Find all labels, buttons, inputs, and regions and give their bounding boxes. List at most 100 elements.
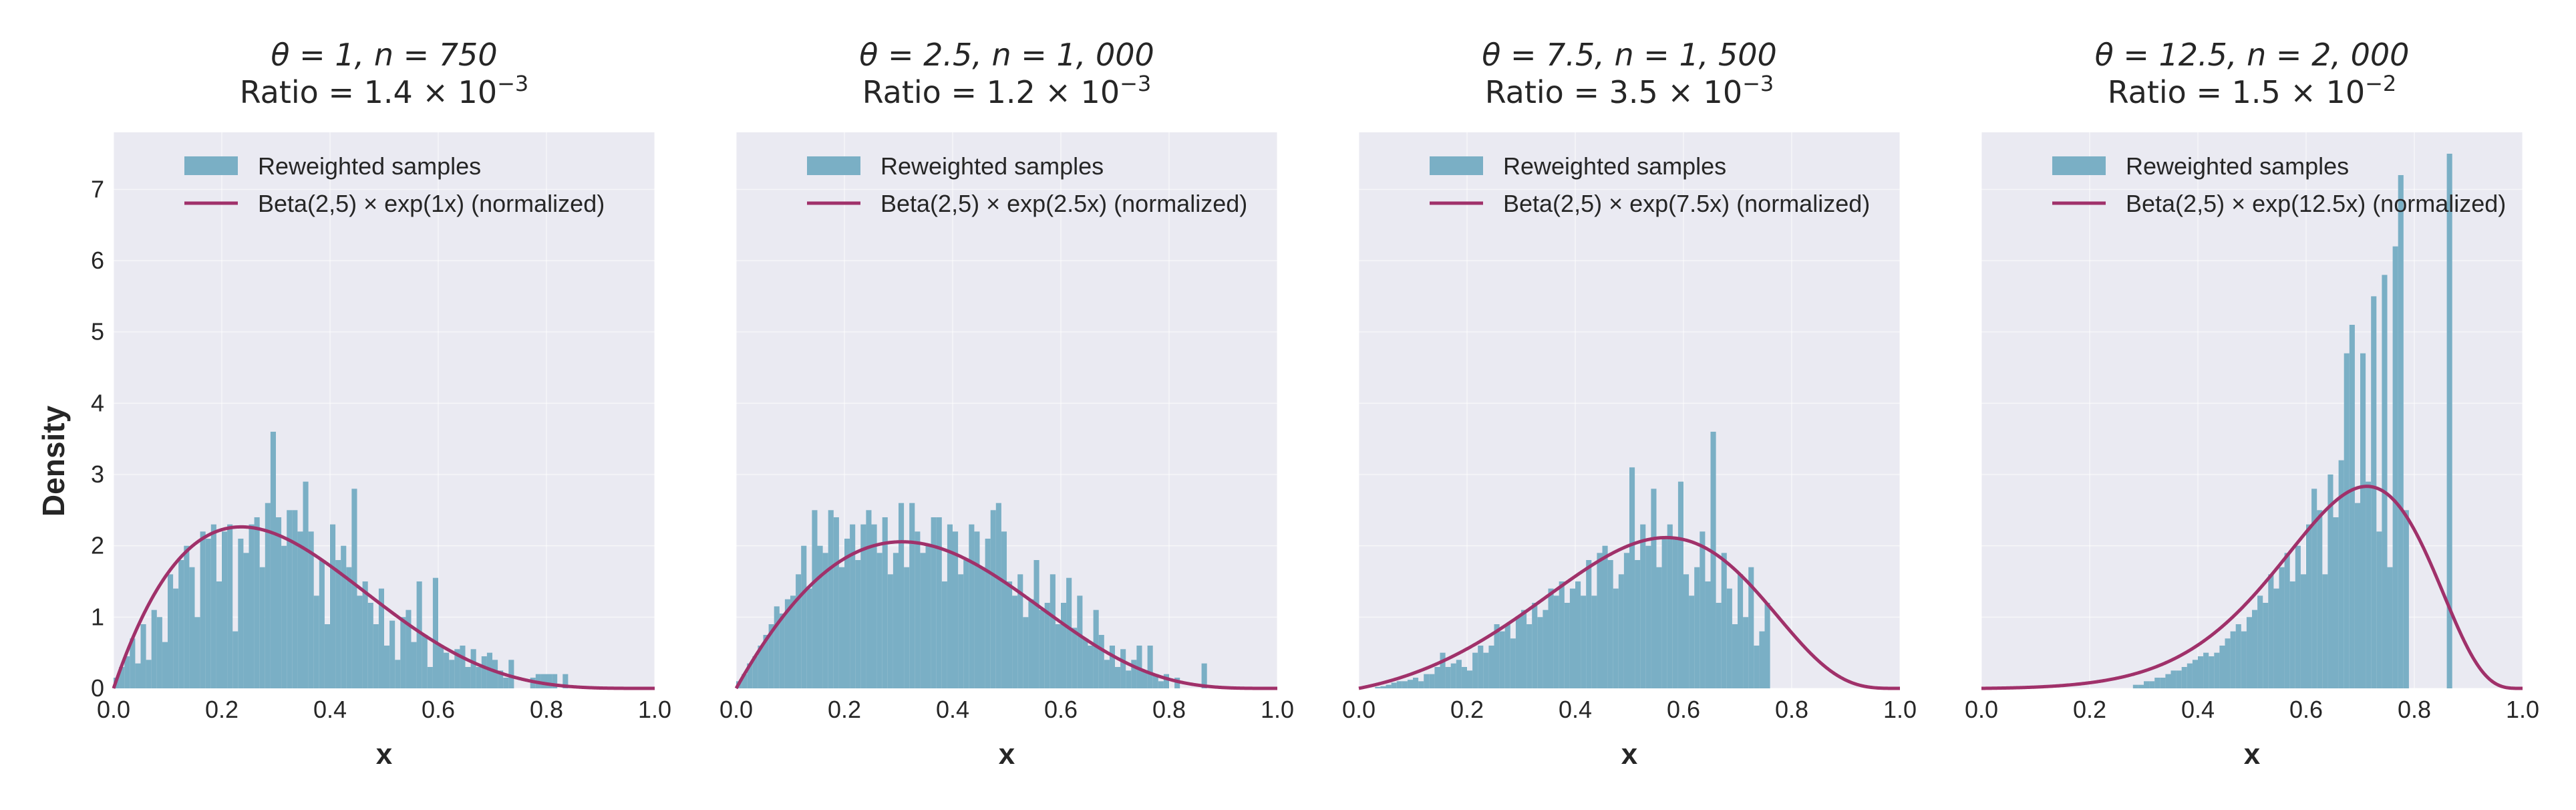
histogram-bar <box>1488 646 1494 688</box>
histogram-bar <box>1553 595 1559 688</box>
histogram-bar <box>1700 531 1706 688</box>
panel-1-title-line1: θ = 1, n = 750 <box>271 37 497 73</box>
histogram-bar <box>953 531 959 688</box>
panel-3-x-tick-label-4: 0.8 <box>1775 696 1808 723</box>
histogram-bar <box>313 595 319 688</box>
histogram-bar <box>1581 595 1587 688</box>
histogram-bar <box>1613 588 1619 688</box>
histogram-bar <box>1705 581 1711 688</box>
histogram-bar <box>1515 617 1521 688</box>
histogram-bar <box>947 524 953 688</box>
histogram-bar <box>168 574 174 688</box>
histogram-bar <box>389 620 395 688</box>
histogram-bar <box>2230 631 2236 688</box>
histogram-bar <box>2392 246 2398 689</box>
panel-2-legend: Reweighted samples Beta(2,5) × exp(2.5x)… <box>807 152 1247 217</box>
histogram-bar <box>1651 489 1657 688</box>
panel-4-x-tick-label-5: 1.0 <box>2506 696 2539 723</box>
histogram-bar <box>2279 567 2285 688</box>
histogram-bar <box>812 510 818 688</box>
panel-1-y-tick-label-7: 7 <box>91 175 104 202</box>
histogram-bar <box>752 656 758 688</box>
panel-1-y-ticks: 0 1 2 3 4 5 6 7 <box>91 175 104 702</box>
histogram-bar <box>2132 684 2138 688</box>
histogram-bar <box>1504 624 1510 688</box>
histogram-bar <box>1088 646 1094 688</box>
histogram-bar <box>2257 595 2263 688</box>
histogram-bar <box>249 524 255 688</box>
histogram-bar <box>1732 624 1738 688</box>
histogram-bar <box>416 581 422 688</box>
panel-2-x-tick-label-1: 0.2 <box>828 696 861 723</box>
panel-3-x-axis-label: x <box>1621 738 1638 771</box>
histogram-bar <box>871 524 877 688</box>
panel-4-x-axis-label: x <box>2244 738 2261 771</box>
histogram-bar <box>758 646 764 688</box>
histogram-bar <box>1391 682 1397 688</box>
panel-4-x-tick-label-1: 0.2 <box>2073 696 2106 723</box>
histogram-bar <box>1672 539 1678 688</box>
histogram-bar <box>297 531 303 688</box>
panel-4-title-line2: Ratio = 1.5 × 10−2 <box>2108 71 2397 110</box>
panel-4-legend-bars-label: Reweighted samples <box>2126 152 2349 180</box>
histogram-bar <box>979 567 985 688</box>
panel-3-legend-line-label: Beta(2,5) × exp(7.5x) (normalized) <box>1503 190 1870 217</box>
histogram-bar <box>915 531 921 688</box>
histogram-bar <box>287 510 293 688</box>
histogram-bar <box>1748 567 1754 688</box>
histogram-bar <box>406 610 412 688</box>
panel-1-legend-line-label: Beta(2,5) × exp(1x) (normalized) <box>258 190 605 217</box>
histogram-bar <box>1645 545 1651 688</box>
histogram-bar <box>546 674 552 688</box>
histogram-bar <box>460 646 466 688</box>
histogram-bar <box>1434 667 1440 688</box>
histogram-bar <box>1001 531 1007 688</box>
histogram-bar <box>552 674 558 688</box>
histogram-bar <box>2273 588 2279 688</box>
histogram-bar <box>1564 603 1570 688</box>
histogram-bar <box>1396 681 1402 688</box>
histogram-bar <box>1483 652 1489 688</box>
histogram-bar <box>1726 588 1732 688</box>
histogram-bar <box>238 539 244 688</box>
histogram-bar <box>119 667 125 688</box>
histogram-bar <box>346 567 352 688</box>
panel-4: 0.0 0.2 0.4 0.6 0.8 1.0 θ = 12.5, n = 2, 000 … <box>1965 37 2539 771</box>
panel-1-title-ratio: Ratio = 1.4 × 10 <box>240 74 497 110</box>
histogram-bar <box>2289 581 2295 688</box>
histogram-bar <box>838 567 844 688</box>
histogram-bar <box>1532 603 1538 688</box>
panel-3-x-ticks: 0.0 0.2 0.4 0.6 0.8 1.0 <box>1342 696 1917 723</box>
histogram-bar <box>1023 617 1029 688</box>
histogram-bar <box>1147 646 1153 688</box>
histogram-bar <box>1201 663 1207 688</box>
histogram-bar <box>335 560 341 688</box>
histogram-bar <box>2387 567 2393 688</box>
histogram-bar <box>1104 660 1110 688</box>
histogram-bar <box>378 588 384 688</box>
histogram-bar <box>200 531 206 688</box>
histogram-bar <box>1375 686 1381 688</box>
histogram-bar <box>1586 560 1592 688</box>
histogram-bar <box>1710 432 1716 688</box>
histogram-bar <box>470 649 476 688</box>
panel-1-x-tick-label-3: 0.6 <box>422 696 455 723</box>
histogram-bar <box>844 539 850 688</box>
histogram-bar <box>508 660 514 688</box>
histogram-bar <box>216 581 222 688</box>
histogram-bar <box>779 614 785 688</box>
histogram-bar <box>492 660 498 688</box>
histogram-bar <box>481 656 487 688</box>
panel-3-title-line1: θ = 7.5, n = 1, 500 <box>1482 37 1777 73</box>
histogram-bar <box>1386 684 1392 688</box>
panel-2-x-tick-label-5: 1.0 <box>1261 696 1294 723</box>
panel-3-x-tick-label-5: 1.0 <box>1883 696 1917 723</box>
histogram-bar <box>2317 510 2323 688</box>
histogram-bar <box>2192 660 2198 688</box>
histogram-bar <box>768 624 774 688</box>
histogram-bar <box>1402 681 1408 688</box>
histogram-bar <box>2446 154 2452 688</box>
histogram-bar <box>1543 610 1549 688</box>
panel-3-x-tick-label-2: 0.4 <box>1559 696 1592 723</box>
histogram-bar <box>2322 574 2328 688</box>
